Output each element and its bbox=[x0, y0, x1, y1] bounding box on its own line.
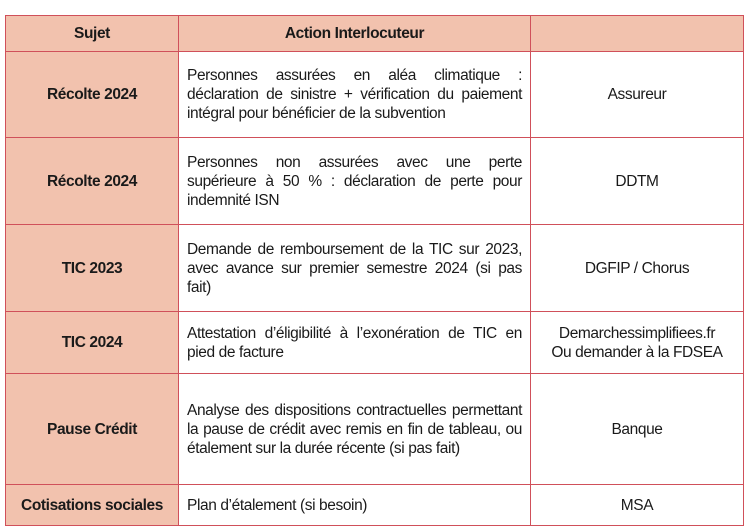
contact-line: Ou demander à la FDSEA bbox=[551, 343, 723, 361]
table-row: TIC 2023 Demande de remboursement de la … bbox=[5, 224, 744, 312]
table-row: Récolte 2024 Personnes assurées en aléa … bbox=[5, 51, 744, 138]
table-row: TIC 2024 Attestation d’éligibilité à l’e… bbox=[5, 311, 744, 374]
action-cell: Analyse des dispositions contractuelles … bbox=[178, 373, 531, 485]
header-contact bbox=[530, 15, 744, 52]
subject-cell: Cotisations sociales bbox=[5, 484, 179, 526]
subject-cell: TIC 2024 bbox=[5, 311, 179, 374]
subject-cell: TIC 2023 bbox=[5, 224, 179, 312]
contact-cell: Banque bbox=[530, 373, 744, 485]
action-cell: Personnes assurées en aléa climatique : … bbox=[178, 51, 531, 138]
action-cell: Plan d’étalement (si besoin) bbox=[178, 484, 531, 526]
table-row: Pause Crédit Analyse des dispositions co… bbox=[5, 373, 744, 485]
header-row: Sujet Action Interlocuteur bbox=[5, 15, 744, 52]
action-cell: Attestation d’éligibilité à l’exonératio… bbox=[178, 311, 531, 374]
header-subject: Sujet bbox=[5, 15, 179, 52]
contact-cell: MSA bbox=[530, 484, 744, 526]
subject-cell: Récolte 2024 bbox=[5, 51, 179, 138]
contact-cell: Assureur bbox=[530, 51, 744, 138]
table-row: Cotisations sociales Plan d’étalement (s… bbox=[5, 484, 744, 526]
actions-table: Sujet Action Interlocuteur Récolte 2024 … bbox=[5, 15, 744, 526]
subject-cell: Pause Crédit bbox=[5, 373, 179, 485]
action-cell: Demande de remboursement de la TIC sur 2… bbox=[178, 224, 531, 312]
action-cell: Personnes non assurées avec une perte su… bbox=[178, 137, 531, 225]
table-row: Récolte 2024 Personnes non assurées avec… bbox=[5, 137, 744, 225]
subject-cell: Récolte 2024 bbox=[5, 137, 179, 225]
header-action: Action Interlocuteur bbox=[178, 15, 531, 52]
contact-cell: DDTM bbox=[530, 137, 744, 225]
contact-line: Demarchessimplifiees.fr bbox=[558, 324, 716, 342]
contact-cell: DGFIP / Chorus bbox=[530, 224, 744, 312]
contact-cell: Demarchessimplifiees.fr Ou demander à la… bbox=[530, 311, 744, 374]
